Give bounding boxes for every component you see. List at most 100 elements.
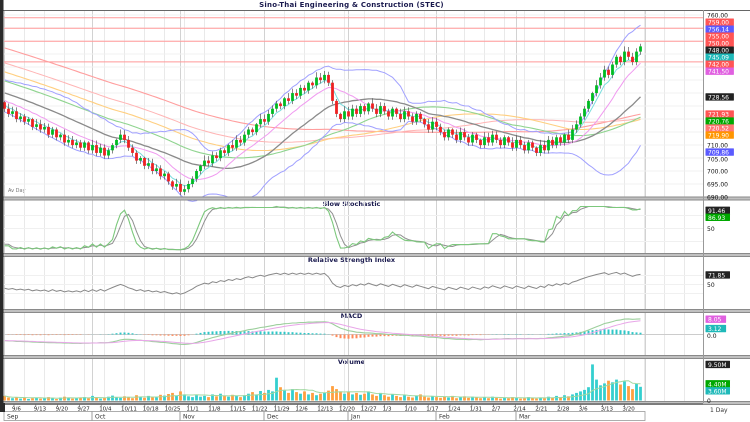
price-tag: 4.40M <box>705 380 730 388</box>
axis-label: 700.00 <box>707 168 728 175</box>
svg-text:759.00: 759.00 <box>708 20 729 27</box>
svg-text:4.40M: 4.40M <box>708 381 727 388</box>
date-tick-label: 10/25 <box>165 407 181 413</box>
svg-text:3.12: 3.12 <box>708 326 722 333</box>
svg-text:720.76: 720.76 <box>708 119 729 126</box>
date-tick-label: 11/8 <box>208 407 221 413</box>
price-tag: 3.60M <box>705 387 730 395</box>
price-tag: 745.09 <box>705 53 734 62</box>
date-tick-label: 2/28 <box>557 407 570 413</box>
candlesticks <box>3 43 642 196</box>
svg-text:728.56: 728.56 <box>708 94 729 101</box>
date-tick-label: 3/6 <box>579 407 588 413</box>
date-tick-label: 3/13 <box>601 407 614 413</box>
axis-label: 710.00 <box>707 142 728 149</box>
price-tag: 720.76 <box>705 117 734 126</box>
svg-text:8.05: 8.05 <box>708 317 722 324</box>
rsi-axis-tags: 71.85 50 <box>705 271 730 289</box>
date-tick-label: 11/15 <box>230 407 246 413</box>
price-tag: 719.90 <box>705 131 734 140</box>
axis-label: 0 <box>707 398 711 405</box>
price-tag: 721.93 <box>705 110 734 119</box>
price-tag: 71.85 <box>705 271 730 279</box>
gridlines <box>4 10 703 403</box>
date-tick-label: 12/13 <box>317 407 333 413</box>
price-axis-tags: 760.00759.00756.14755.00750.00748.00745.… <box>705 13 734 201</box>
macd-plot <box>4 318 703 345</box>
panel-title-rsi: Relative Strength Index <box>307 256 396 264</box>
date-tick-label: 12/20 <box>339 407 355 413</box>
panel-title-volume: Volume <box>337 358 366 366</box>
stochastic-plot <box>4 205 641 251</box>
svg-text:720.52: 720.52 <box>708 126 729 133</box>
price-tag: 742.00 <box>705 60 734 69</box>
date-tick-label: 11/22 <box>252 407 268 413</box>
panel-dividers <box>0 0 750 412</box>
svg-text:86.93: 86.93 <box>708 215 725 222</box>
axis-label: 50 <box>707 226 715 233</box>
volume-plot <box>3 364 642 401</box>
date-tick-label: 1/17 <box>426 407 439 413</box>
price-tag: 720.52 <box>705 124 734 133</box>
date-tick-label: 1/10 <box>404 407 417 413</box>
rsi-plot <box>4 271 641 295</box>
date-tick-label: 12/6 <box>295 407 308 413</box>
price-tag: 759.00 <box>705 18 734 27</box>
date-tick-label: 1/3 <box>383 407 392 413</box>
date-tick-label: 9/27 <box>77 407 90 413</box>
price-tag: 728.56 <box>705 93 734 101</box>
date-tick-label: 11/29 <box>274 407 290 413</box>
month-label: Feb <box>439 414 450 421</box>
date-tick-label: 10/18 <box>143 407 159 413</box>
price-tag: 9.50M <box>705 360 730 369</box>
price-tag: 755.00 <box>705 32 734 41</box>
svg-text:756.14: 756.14 <box>708 27 729 34</box>
chart-title: Sino-Thai Engineering & Construction (ST… <box>259 1 444 9</box>
date-tick-label: 3/20 <box>622 407 635 413</box>
date-tick-label: 2/7 <box>492 407 501 413</box>
price-tag: 91.46 <box>705 206 730 215</box>
date-tick-label: 12/27 <box>361 407 377 413</box>
price-tag: 86.93 <box>705 213 730 222</box>
svg-text:3.60M: 3.60M <box>708 388 727 395</box>
month-label: Mar <box>519 414 531 421</box>
month-label: Sep <box>7 414 19 421</box>
axis-label: 50 <box>707 282 715 289</box>
svg-text:755.00: 755.00 <box>708 34 729 41</box>
price-tag: 3.12 <box>705 324 727 333</box>
price-tag: 748.00 <box>705 46 734 55</box>
axis-label: 705.00 <box>707 156 728 163</box>
svg-text:719.90: 719.90 <box>708 133 729 140</box>
svg-text:748.00: 748.00 <box>708 48 729 55</box>
chart-footnote: Av Day <box>8 188 26 194</box>
svg-text:71.85: 71.85 <box>708 272 725 279</box>
price-tag: 750.00 <box>705 39 734 48</box>
date-tick-label: 9/13 <box>34 407 47 413</box>
svg-text:741.50: 741.50 <box>708 69 729 76</box>
price-tag: 756.14 <box>705 25 734 34</box>
resistance-lines <box>4 17 703 63</box>
overlay-lines <box>4 24 641 202</box>
axis-label: 695.00 <box>707 181 728 188</box>
month-label: Jan <box>350 414 360 421</box>
svg-text:709.86: 709.86 <box>708 150 729 157</box>
svg-text:91.46: 91.46 <box>708 208 725 215</box>
svg-text:742.00: 742.00 <box>708 62 729 69</box>
price-tag: 709.86 <box>705 148 734 157</box>
date-tick-label: 9/20 <box>56 407 69 413</box>
panel-title-macd: MACD <box>340 312 363 320</box>
price-tag: 741.50 <box>705 67 734 76</box>
panel-title-slow-stochastic: Slow Stochastic <box>322 200 381 208</box>
date-tick-label: 1/31 <box>470 407 482 413</box>
date-tick-label: 2/21 <box>535 407 547 413</box>
date-axis: 9/6 9/13 9/20 9/27 10/4 10/11 10/18 10/25 11/1 11… <box>0 403 703 421</box>
axis-label: 0.0 <box>707 333 717 340</box>
month-label: Nov <box>183 414 195 421</box>
date-tick-label: 10/11 <box>121 407 137 413</box>
date-tick-label: 2/14 <box>513 407 526 413</box>
svg-text:9.50M: 9.50M <box>708 362 727 369</box>
